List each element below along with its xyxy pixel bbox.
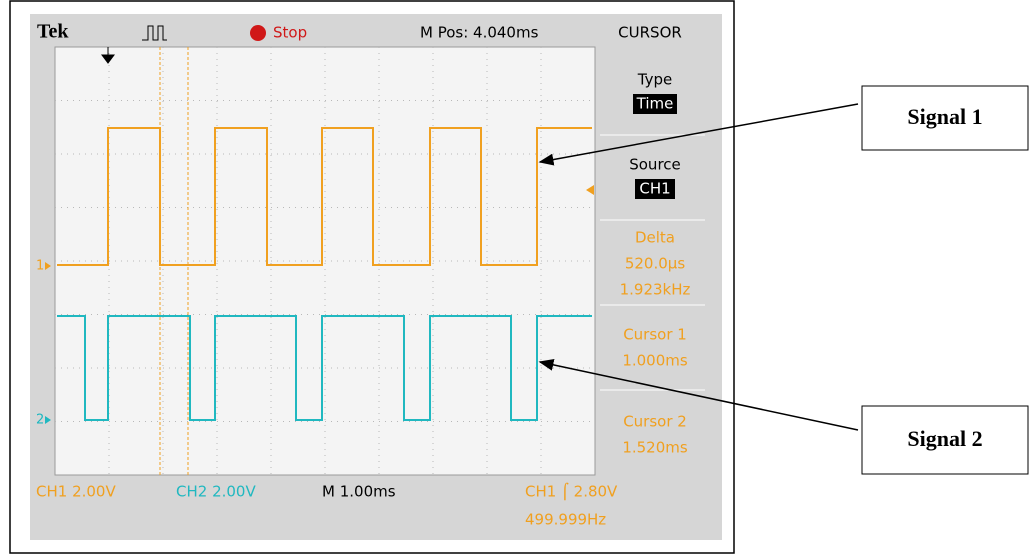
stop-icon <box>250 25 266 41</box>
position: M Pos: 4.040ms <box>420 24 539 42</box>
item-label: Delta <box>635 229 675 247</box>
annotation: Signal 1 <box>907 104 982 129</box>
ch2-scale: CH2 2.00V <box>176 483 256 501</box>
item-value: 1.000ms <box>622 352 688 370</box>
ch1-scale: CH1 2.00V <box>36 483 116 501</box>
trigger-setting: CH1 ⌠ 2.80V <box>525 483 618 501</box>
ch2-marker: 2 <box>36 413 44 428</box>
item-value: 520.0µs <box>625 255 685 273</box>
screenshot: Tek Stop M Pos: 4.040ms CURSOR Type Time… <box>0 0 1029 554</box>
item-value: 1.520ms <box>622 439 688 457</box>
item-value: Time <box>636 95 674 113</box>
timebase: M 1.00ms <box>322 483 396 501</box>
item-value: 1.923kHz <box>620 281 691 299</box>
page: Tek Stop M Pos: 4.040ms CURSOR Type Time… <box>0 0 1029 554</box>
item-value: CH1 <box>639 180 670 198</box>
item-label: Type <box>637 71 672 89</box>
trigger-frequency: 499.999Hz <box>525 511 606 529</box>
item-label: Source <box>629 156 681 174</box>
item-label: Cursor 2 <box>623 413 687 431</box>
panel-title: CURSOR <box>618 24 682 42</box>
ch1-marker: 1 <box>36 259 44 274</box>
run-state: Stop <box>273 24 307 42</box>
item-label: Cursor 1 <box>623 326 687 344</box>
annotation: Signal 2 <box>907 426 982 451</box>
brand: Tek <box>37 21 69 43</box>
